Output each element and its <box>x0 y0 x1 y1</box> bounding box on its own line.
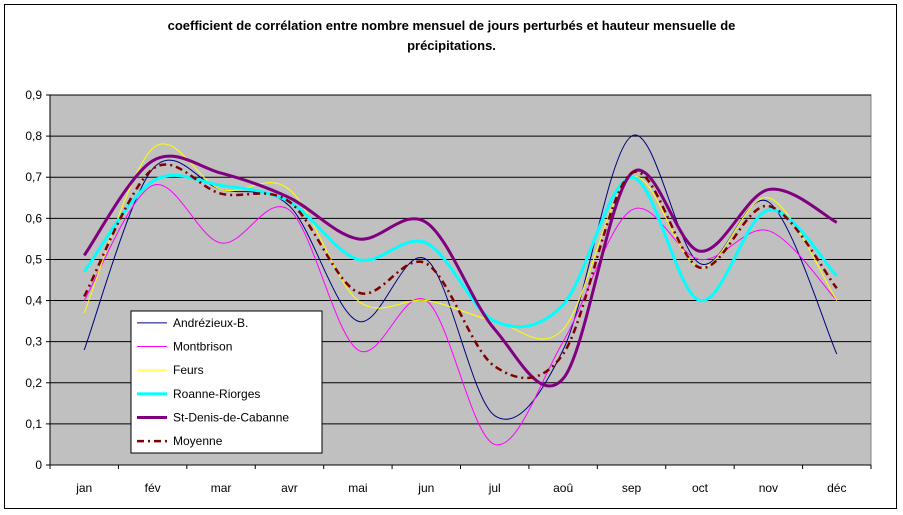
x-tick-label: jun <box>417 481 434 495</box>
series-line-2 <box>83 143 838 340</box>
y-tick-label: 0,1 <box>25 417 42 431</box>
legend-box <box>130 310 323 454</box>
x-tick-label: aoû <box>553 481 573 495</box>
chart-title-line-2: précipitations. <box>407 38 496 53</box>
x-tick-label: mar <box>211 481 232 495</box>
series-line-1 <box>83 184 838 446</box>
chart-title-line-1: coefficient de corrélation entre nombre … <box>167 18 736 33</box>
x-tick-label: sep <box>622 481 642 495</box>
legend-label: Montbrison <box>173 340 232 354</box>
series-line-3 <box>83 173 838 329</box>
x-tick-label: avr <box>281 481 298 495</box>
series-line-4 <box>82 154 838 388</box>
x-tick-label: déc <box>827 481 846 495</box>
chart-title: coefficient de corrélation entre nombre … <box>0 16 903 56</box>
legend-label: Moyenne <box>173 434 223 448</box>
legend-label: Feurs <box>173 363 204 377</box>
y-axis-ticks: 0 0,1 0,2 0,3 0,4 0,5 0,6 0,7 0,8 0,9 <box>25 88 50 472</box>
x-tick-label: jan <box>75 481 92 495</box>
x-tick-label: jul <box>488 481 501 495</box>
y-tick-label: 0,3 <box>25 335 42 349</box>
series-line-5 <box>83 163 838 380</box>
y-tick-label: 0,5 <box>25 252 42 266</box>
x-axis-ticks: jan fév mar avr mai jun jul aoû sep oct nov déc <box>49 465 872 495</box>
y-tick-label: 0,8 <box>25 129 42 143</box>
y-tick-label: 0 <box>35 458 42 472</box>
series-lines <box>82 134 838 446</box>
y-tick-label: 0,9 <box>25 88 42 102</box>
y-tick-label: 0,2 <box>25 376 42 390</box>
legend: Andrézieux-B. Montbrison Feurs Roanne-Riorg… <box>130 310 323 454</box>
y-tick-label: 0,4 <box>25 294 42 308</box>
legend-label: Andrézieux-B. <box>173 316 248 330</box>
x-tick-label: oct <box>692 481 709 495</box>
x-tick-label: mai <box>348 481 367 495</box>
legend-label: Roanne-Riorges <box>173 387 260 401</box>
y-tick-label: 0,6 <box>25 211 42 225</box>
y-tick-label: 0,7 <box>25 170 42 184</box>
x-tick-label: fév <box>145 481 161 495</box>
legend-label: St-Denis-de-Cabanne <box>173 411 289 425</box>
x-tick-label: nov <box>759 481 778 495</box>
